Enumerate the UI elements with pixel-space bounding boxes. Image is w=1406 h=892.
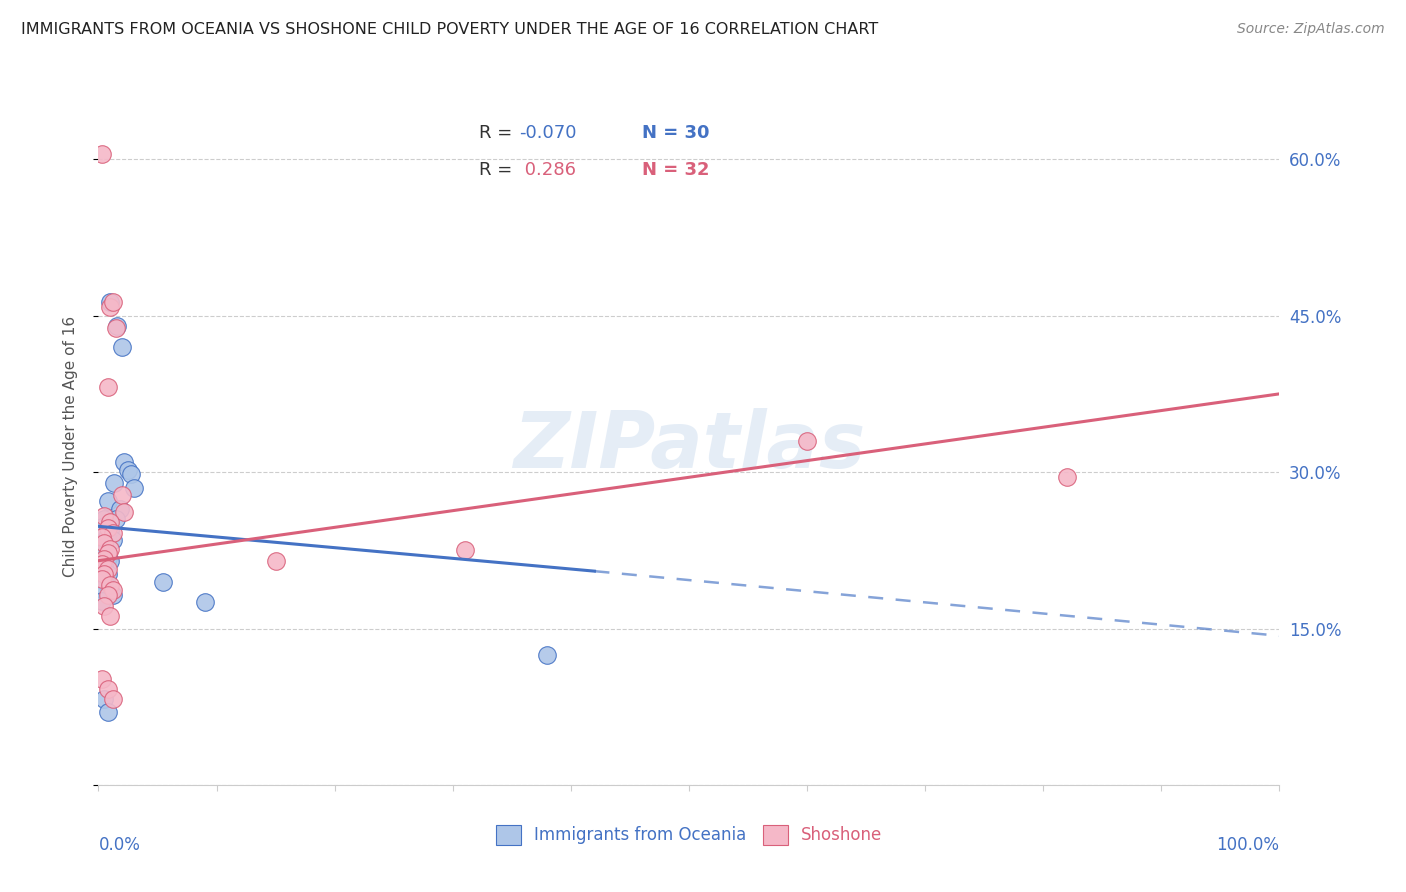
Text: ZIPatlas: ZIPatlas (513, 408, 865, 484)
Point (93, 567, 115, 582)
Point (91, 594, 114, 608)
Point (536, 648, 558, 662)
Text: N = 30: N = 30 (641, 124, 709, 142)
Text: 0.0%: 0.0% (98, 836, 141, 854)
Point (105, 512, 128, 526)
Point (91, 530, 114, 544)
Point (796, 434, 818, 448)
Point (117, 463, 139, 477)
Text: IMMIGRANTS FROM OCEANIA VS SHOSHONE CHILD POVERTY UNDER THE AGE OF 16 CORRELATIO: IMMIGRANTS FROM OCEANIA VS SHOSHONE CHIL… (21, 22, 879, 37)
Point (97, 588, 120, 602)
Point (93, 536, 115, 550)
Point (453, 543, 475, 558)
Point (194, 595, 217, 609)
Point (97, 705, 120, 719)
Point (98, 300, 121, 314)
Point (98, 524, 121, 538)
Point (98, 542, 121, 557)
Point (91, 546, 114, 560)
Point (98, 554, 121, 568)
Point (101, 692, 124, 706)
Point (97, 562, 120, 576)
Point (101, 295, 124, 310)
Text: 0.286: 0.286 (519, 161, 576, 179)
Point (98, 515, 121, 529)
Point (112, 505, 135, 519)
Point (98, 295, 121, 310)
Point (91, 573, 114, 587)
Point (112, 455, 135, 469)
Point (98, 578, 121, 592)
Point (93, 558, 115, 573)
Text: R =: R = (478, 161, 517, 179)
Point (101, 582, 124, 597)
Point (97, 494, 120, 508)
Point (91, 520, 114, 534)
Point (101, 588, 124, 602)
Point (93, 540, 115, 554)
Legend: Immigrants from Oceania, Shoshone: Immigrants from Oceania, Shoshone (489, 819, 889, 851)
Point (91, 557, 114, 571)
Point (105, 319, 128, 334)
Point (93, 508, 115, 523)
Point (91, 672, 114, 686)
Text: -0.070: -0.070 (519, 124, 576, 142)
Point (103, 475, 125, 490)
Point (152, 574, 174, 589)
Point (97, 681, 120, 696)
Point (111, 488, 134, 502)
Point (105, 321, 128, 335)
Point (97, 546, 120, 560)
Point (93, 599, 115, 613)
Point (91, 562, 114, 576)
Point (122, 481, 145, 495)
Point (101, 533, 124, 547)
Point (97, 567, 120, 582)
Point (93, 551, 115, 566)
Point (97, 521, 120, 535)
Point (98, 609, 121, 624)
Point (91, 557, 114, 571)
Y-axis label: Child Poverty Under the Age of 16: Child Poverty Under the Age of 16 (63, 316, 77, 576)
Point (91, 582, 114, 596)
Point (108, 501, 131, 516)
Point (93, 512, 115, 526)
Point (96, 530, 118, 544)
Point (121, 467, 143, 482)
Point (101, 525, 124, 540)
Text: N = 32: N = 32 (641, 161, 709, 179)
Point (264, 554, 287, 568)
Text: R =: R = (478, 124, 517, 142)
Text: 100.0%: 100.0% (1216, 836, 1279, 854)
Point (93, 574, 115, 588)
Text: Source: ZipAtlas.com: Source: ZipAtlas.com (1237, 22, 1385, 37)
Point (91, 147, 114, 161)
Point (93, 692, 115, 706)
Point (1056, 470, 1078, 484)
Point (97, 379, 120, 393)
Point (111, 340, 134, 354)
Point (97, 550, 120, 565)
